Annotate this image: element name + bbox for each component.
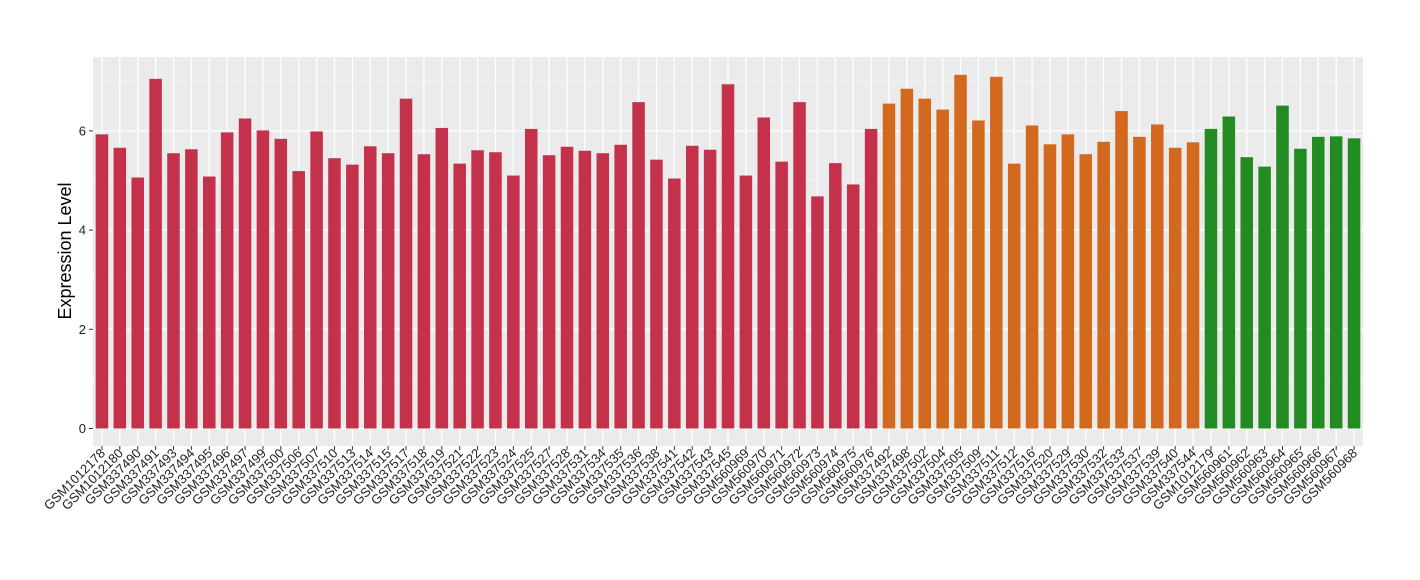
bar-GSM1012180 <box>113 147 127 429</box>
bar-GSM337517 <box>399 98 413 429</box>
bar-GSM560970 <box>757 117 771 429</box>
bar-GSM337514 <box>363 146 377 429</box>
bar-GSM337500 <box>274 138 288 429</box>
bar-GSM560976 <box>864 128 878 429</box>
bar-GSM337536 <box>632 102 645 429</box>
bars <box>95 74 1361 429</box>
bar-GSM337541 <box>668 178 681 429</box>
bar-GSM337531 <box>578 150 592 429</box>
y-axis-label: Expression Level <box>55 182 75 319</box>
bar-GSM337493 <box>167 153 180 429</box>
bar-GSM337528 <box>560 146 574 429</box>
bar-GSM337540 <box>1168 147 1182 429</box>
bar-GSM560962 <box>1240 157 1253 429</box>
bar-GSM337538 <box>650 159 663 429</box>
bar-GSM337506 <box>292 171 305 429</box>
bar-GSM337532 <box>1097 141 1110 429</box>
y-axis: 0 2 4 6 <box>79 123 93 436</box>
bar-GSM560965 <box>1294 148 1307 429</box>
bar-GSM560971 <box>775 161 788 429</box>
bar-GSM560964 <box>1276 105 1289 429</box>
bar-GSM337509 <box>972 120 985 429</box>
bar-GSM560969 <box>739 175 753 429</box>
bar-GSM337529 <box>1061 134 1075 429</box>
bar-GSM337527 <box>542 155 556 429</box>
bar-GSM337522 <box>471 150 484 429</box>
bar-GSM1012178 <box>95 134 109 429</box>
bar-GSM560973 <box>811 196 824 429</box>
bar-GSM560966 <box>1312 136 1325 429</box>
bar-GSM337505 <box>954 74 967 429</box>
bar-GSM337502 <box>918 98 932 429</box>
x-axis: GSM1012178GSM1012180GSM337490GSM337491GS… <box>41 446 1360 513</box>
bar-GSM337494 <box>185 149 198 429</box>
bar-GSM337520 <box>1043 144 1057 429</box>
bar-GSM560961 <box>1222 116 1236 429</box>
bar-GSM337491 <box>149 78 162 429</box>
bar-GSM560974 <box>829 163 842 429</box>
bar-GSM337492 <box>882 103 896 429</box>
bar-GSM337510 <box>328 158 341 429</box>
bar-GSM337511 <box>990 76 1003 429</box>
bar-GSM337543 <box>703 149 717 429</box>
bar-GSM337524 <box>507 175 520 429</box>
bar-GSM337535 <box>614 144 627 429</box>
bar-GSM337542 <box>685 145 699 429</box>
y-tick-label: 4 <box>79 223 86 238</box>
bar-GSM337495 <box>203 176 216 429</box>
bar-GSM337521 <box>453 163 466 429</box>
bar-GSM1012179 <box>1204 128 1218 429</box>
bar-GSM337497 <box>238 118 252 429</box>
bar-GSM337537 <box>1133 136 1146 429</box>
bar-GSM560972 <box>793 102 806 429</box>
bar-GSM337545 <box>721 84 735 429</box>
bar-GSM560963 <box>1258 166 1271 429</box>
bar-GSM337515 <box>381 153 395 429</box>
bar-GSM560967 <box>1329 136 1343 429</box>
bar-GSM337516 <box>1025 125 1039 429</box>
y-tick-label: 6 <box>79 123 86 138</box>
bar-GSM337507 <box>310 131 323 429</box>
bar-GSM560968 <box>1347 138 1361 429</box>
bar-GSM337504 <box>936 109 949 429</box>
bar-GSM337534 <box>596 153 610 429</box>
bar-GSM560975 <box>846 184 860 429</box>
bar-GSM337519 <box>435 127 449 429</box>
bar-GSM337513 <box>346 164 359 429</box>
bar-GSM337498 <box>900 88 914 429</box>
y-tick-label: 0 <box>79 421 86 436</box>
y-tick-label: 2 <box>79 322 86 337</box>
bar-GSM337512 <box>1007 163 1021 429</box>
bar-GSM337496 <box>220 132 234 429</box>
bar-GSM337499 <box>256 130 270 429</box>
bar-GSM337544 <box>1186 142 1200 429</box>
bar-GSM337490 <box>131 177 144 429</box>
bar-GSM337539 <box>1151 124 1164 429</box>
bar-GSM337533 <box>1115 111 1128 429</box>
bar-GSM337523 <box>489 152 502 429</box>
bar-GSM337530 <box>1079 154 1093 429</box>
bar-GSM337518 <box>417 154 431 429</box>
bar-GSM337525 <box>524 128 538 429</box>
